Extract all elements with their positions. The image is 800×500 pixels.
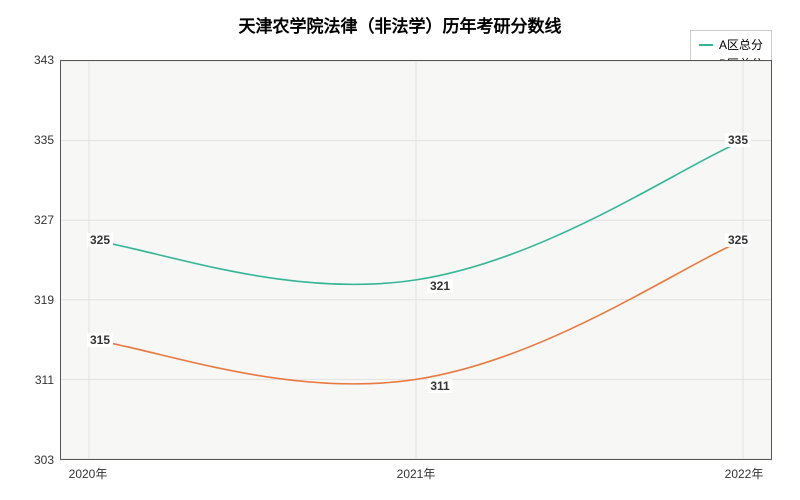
chart-title: 天津农学院法律（非法学）历年考研分数线: [239, 12, 562, 37]
data-point-label: 315: [87, 333, 113, 347]
y-tick-label: 311: [35, 373, 54, 387]
y-tick-label: 335: [34, 133, 54, 147]
plot-svg: [61, 61, 771, 459]
x-tick-label: 2022年: [725, 465, 764, 482]
plot-area: [60, 60, 772, 460]
legend-swatch-a: [699, 44, 713, 46]
chart-container: 天津农学院法律（非法学）历年考研分数线 A区总分 B区总分 3033113193…: [0, 0, 800, 500]
x-tick-label: 2021年: [397, 465, 436, 482]
legend-item: A区总分: [699, 35, 763, 54]
data-point-label: 311: [427, 379, 452, 393]
data-point-label: 325: [87, 233, 113, 247]
y-tick-label: 327: [34, 213, 54, 227]
legend-label: A区总分: [719, 36, 763, 53]
data-point-label: 325: [725, 233, 751, 247]
y-tick-label: 343: [34, 53, 54, 67]
data-point-label: 321: [427, 279, 453, 293]
data-point-label: 335: [725, 133, 751, 147]
y-tick-label: 319: [34, 293, 54, 307]
x-tick-label: 2020年: [69, 465, 108, 482]
y-tick-label: 303: [34, 453, 54, 467]
